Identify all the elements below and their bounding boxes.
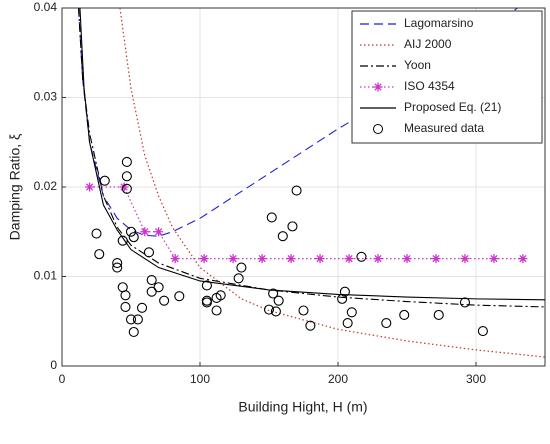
data-point: [121, 156, 132, 167]
y-tick-label: 0.04: [34, 0, 58, 14]
legend-label: AIJ 2000: [404, 37, 452, 51]
data-point: [477, 326, 488, 337]
data-point: [136, 302, 148, 313]
x-tick-label: 0: [59, 372, 66, 386]
data-point: [433, 309, 444, 321]
data-point: [143, 247, 154, 258]
data-point: [153, 282, 164, 293]
data-point: [291, 185, 302, 196]
star-marker: [344, 254, 354, 264]
data-point: [112, 262, 123, 273]
data-point: [201, 297, 212, 308]
x-axis-label: Building Hight, H (m): [238, 399, 367, 415]
series-line: [78, 8, 545, 308]
data-point: [117, 235, 128, 246]
data-point: [112, 258, 123, 269]
data-point: [146, 275, 157, 286]
y-axis-label: Damping Ratio, ξ: [7, 134, 23, 241]
data-point: [146, 286, 157, 297]
data-point: [236, 262, 247, 273]
data-point: [266, 212, 277, 223]
data-point: [125, 226, 137, 237]
star-marker: [170, 254, 180, 264]
data-point: [132, 314, 143, 325]
data-point: [399, 309, 410, 321]
star-marker: [460, 254, 470, 264]
data-point: [201, 280, 212, 291]
y-tick-label: 0: [50, 358, 57, 372]
legend-label: Lagomarsino: [404, 16, 474, 30]
plot-frame: [61, 7, 546, 367]
x-tick-label: 200: [328, 372, 348, 386]
star-marker: [402, 254, 412, 264]
data-point: [99, 175, 110, 186]
star-marker: [286, 254, 296, 264]
star-marker: [228, 254, 238, 264]
data-point: [342, 317, 353, 329]
data-point: [121, 171, 132, 182]
data-point: [263, 304, 275, 315]
star-marker: [257, 254, 267, 264]
data-point: [125, 314, 137, 325]
series-line: [79, 8, 545, 301]
star-marker: [373, 82, 383, 92]
star-marker: [85, 182, 95, 192]
data-point: [305, 320, 316, 331]
data-point: [233, 273, 244, 284]
data-point: [346, 307, 357, 318]
star-marker: [373, 254, 383, 264]
legend-label: Measured data: [404, 121, 484, 135]
data-point: [298, 305, 309, 316]
x-tick-label: 100: [190, 372, 210, 386]
data-point: [339, 286, 350, 297]
data-point: [128, 232, 139, 243]
star-marker: [199, 254, 209, 264]
legend-label: Yoon: [404, 58, 431, 72]
legend-box: [351, 10, 543, 144]
data-point: [159, 295, 170, 306]
data-point: [215, 290, 226, 301]
star-marker: [489, 254, 499, 264]
y-tick-label: 0.02: [34, 179, 58, 193]
data-point: [268, 288, 279, 299]
y-tick-label: 0.01: [34, 269, 58, 283]
data-point: [121, 183, 132, 194]
data-point: [128, 326, 139, 338]
data-point: [277, 231, 288, 242]
star-marker: [315, 254, 325, 264]
data-point: [211, 305, 222, 316]
data-point: [459, 297, 471, 308]
data-point: [94, 249, 105, 260]
star-marker: [154, 227, 164, 237]
legend-swatch: [373, 124, 383, 134]
data-point: [270, 306, 281, 317]
legend-label: Proposed Eq. (21): [404, 100, 501, 114]
data-point: [174, 291, 185, 302]
star-marker: [518, 254, 528, 264]
star-marker: [119, 182, 129, 192]
y-tick-label: 0.03: [34, 90, 58, 104]
data-point: [120, 301, 131, 312]
data-point: [120, 290, 131, 301]
data-point: [273, 295, 284, 306]
x-tick-label: 300: [466, 372, 486, 386]
data-point: [337, 293, 348, 304]
data-point: [91, 228, 102, 239]
legend-label: ISO 4354: [404, 79, 455, 93]
star-marker: [140, 227, 150, 237]
data-point: [381, 317, 392, 329]
data-point: [356, 251, 367, 262]
data-point: [287, 221, 298, 232]
star-marker: [431, 254, 441, 264]
